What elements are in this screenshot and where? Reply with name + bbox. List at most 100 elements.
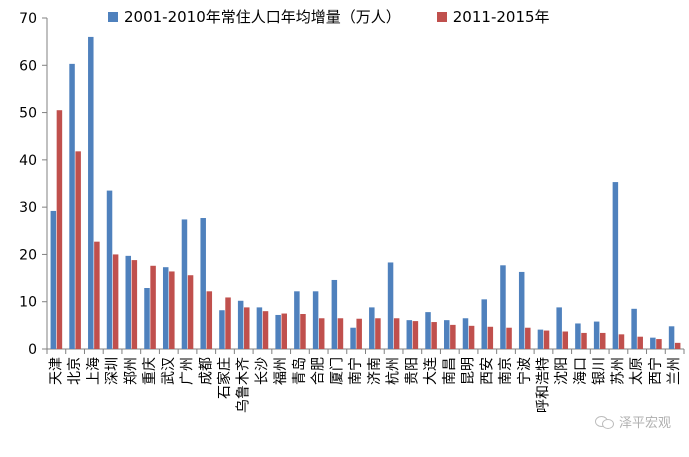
category-label: 武汉 (161, 357, 177, 385)
bar-series-1 (275, 314, 281, 349)
bar-series-1 (650, 337, 656, 349)
bar-series-2 (150, 265, 156, 349)
category-label: 西安 (479, 357, 495, 385)
bar-series-1 (219, 310, 225, 349)
category-label: 福州 (273, 357, 289, 385)
bar-series-2 (412, 321, 419, 349)
bar-series-2 (562, 331, 569, 349)
bar-series-1 (181, 219, 188, 349)
bar-series-1 (668, 326, 675, 349)
bar-series-2 (262, 311, 269, 349)
bar-series-2 (431, 322, 437, 349)
category-label: 青岛 (292, 357, 308, 385)
bar-series-1 (125, 255, 132, 349)
category-label: 贵阳 (404, 357, 420, 385)
bar-series-1 (518, 271, 525, 349)
category-label: 海口 (573, 357, 589, 385)
wechat-icon (594, 415, 614, 429)
category-label: 苏州 (610, 357, 626, 385)
category-label: 重庆 (142, 357, 158, 385)
bar-series-2 (225, 297, 231, 349)
bar-series-1 (294, 291, 300, 349)
bar-series-1 (50, 210, 57, 349)
category-label: 济南 (367, 357, 383, 385)
y-tick-label: 30 (19, 200, 37, 216)
category-labels: 天津 北京 上海 深圳 郑州 重庆 武汉 广州 成都 石家庄 乌鲁木齐 长沙 福州 青岛 合肥 厦门 南宁 济南杭… (48, 357, 682, 413)
bar-series-1 (631, 308, 637, 349)
bar-series-2 (543, 330, 550, 349)
bar-series-1 (575, 323, 581, 349)
bar-series-2 (375, 318, 381, 349)
category-label: 西宁 (647, 357, 664, 385)
legend-swatch-series-2 (436, 11, 447, 22)
bar-series-2 (318, 318, 325, 349)
bar-series-1 (481, 299, 487, 349)
bar-series-1 (406, 320, 413, 349)
bar-series-2 (337, 318, 344, 349)
legend-item-series-2: 2011-2015年 (436, 6, 550, 27)
category-label: 呼和浩特 (535, 357, 551, 413)
bar-series-1 (500, 265, 506, 349)
category-label: 乌鲁木齐 (236, 357, 252, 413)
category-label: 南昌 (442, 357, 458, 385)
bar-series-1 (69, 63, 75, 350)
bar-series-1 (612, 182, 619, 349)
y-tick-label: 70 (19, 11, 37, 27)
y-tick-label: 10 (19, 295, 37, 311)
bar-series-1 (387, 262, 394, 349)
watermark: 泽平宏观 (594, 412, 671, 431)
bar-series-2 (581, 332, 587, 349)
bar-series-1 (331, 279, 338, 349)
bar-series-2 (599, 332, 606, 349)
bar-series-1 (237, 300, 244, 349)
bar-series-2 (506, 327, 512, 349)
bar-series-1 (256, 307, 263, 349)
bar-series-1 (556, 307, 562, 349)
bar-series-1 (88, 36, 94, 350)
category-label: 长沙 (254, 357, 270, 385)
y-tick-label: 50 (19, 106, 37, 122)
category-label: 天津 (48, 357, 64, 385)
y-tick-label: 0 (28, 342, 37, 358)
bar-series-1 (425, 312, 431, 349)
bar-series-1 (350, 327, 356, 349)
y-tick-label: 60 (19, 58, 37, 74)
category-label: 太原 (629, 357, 645, 385)
category-label: 厦门 (329, 357, 345, 385)
bar-series-2 (112, 254, 119, 349)
bar-series-2 (450, 324, 456, 349)
bar-series-2 (674, 342, 681, 349)
category-label: 昆明 (461, 357, 477, 385)
legend-label-series-1: 2001-2010年常住人口年均增量（万人） (124, 8, 401, 26)
bar-series-2 (356, 318, 362, 349)
category-label: 北京 (67, 357, 83, 385)
category-label: 大连 (423, 357, 439, 385)
bar-series-2 (637, 336, 643, 349)
category-label: 广州 (180, 357, 196, 385)
category-label: 南宁 (347, 357, 364, 385)
bar-series-2 (187, 275, 194, 349)
category-label: 深圳 (105, 357, 121, 385)
category-label: 石家庄 (216, 357, 233, 399)
bar-series-2 (56, 110, 63, 349)
bar-series-1 (106, 190, 113, 349)
bar-series-2 (169, 271, 175, 349)
bar-series-2 (487, 326, 494, 349)
y-tick-labels: 0 10 20 30 40 50 60 70 (19, 11, 37, 358)
bar-series-1 (444, 320, 450, 349)
bars (50, 36, 681, 350)
category-label: 宁波 (516, 357, 533, 385)
bar-series-1 (593, 321, 600, 349)
bar-series-2 (244, 307, 250, 349)
bar-series-1 (162, 267, 169, 349)
bar-series-2 (75, 151, 81, 349)
watermark-text: 泽平宏观 (618, 416, 671, 431)
bar-series-1 (200, 218, 206, 349)
bar-series-2 (393, 318, 400, 349)
bar-series-2 (300, 314, 306, 349)
bar-series-1 (144, 288, 150, 349)
bar-series-1 (537, 329, 544, 349)
y-tick-label: 20 (19, 247, 37, 263)
bar-series-2 (618, 334, 625, 349)
